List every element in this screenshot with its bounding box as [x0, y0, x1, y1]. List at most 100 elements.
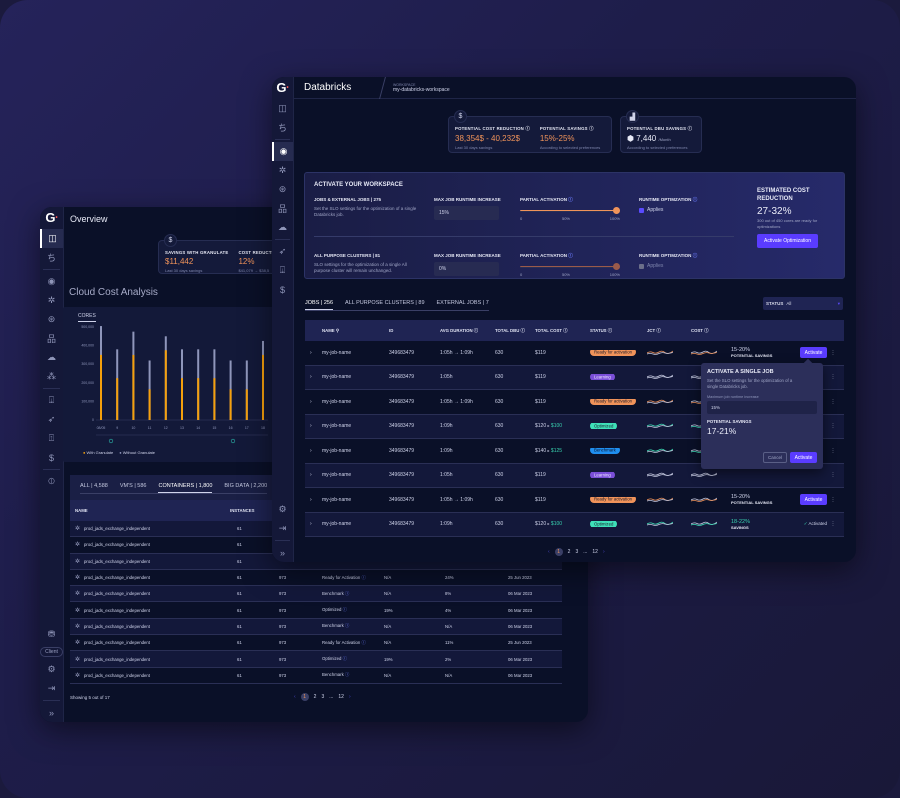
- table-row[interactable]: ✲ prod_jads_exchange_independent 61 973 …: [70, 668, 562, 684]
- upload-icon[interactable]: ⍐: [48, 433, 55, 443]
- cloud-icon[interactable]: ☁: [47, 352, 56, 362]
- kubernetes-icon[interactable]: ✲: [47, 295, 56, 305]
- tab-all-purpose-clusters[interactable]: ALL PURPOSE CLUSTERS | 89: [345, 300, 425, 306]
- page-button[interactable]: 2: [313, 694, 317, 700]
- dashboard-icon[interactable]: ◫: [40, 229, 63, 248]
- activate-button[interactable]: Activate: [800, 347, 827, 359]
- more-options-icon[interactable]: ⋮: [830, 447, 836, 454]
- kubernetes-icon[interactable]: ✲: [278, 165, 287, 175]
- breadcrumb[interactable]: WORKSPACE my-databricks-workspace: [393, 82, 450, 93]
- max-runtime-input[interactable]: 15%: [707, 401, 817, 414]
- dashboard-icon[interactable]: ◫: [278, 103, 287, 113]
- prev-page-icon[interactable]: ‹: [548, 549, 550, 555]
- cancel-button[interactable]: Cancel: [763, 452, 787, 463]
- tab-containers[interactable]: CONTAINERS | 1,800: [158, 483, 213, 493]
- settings-icon[interactable]: ⚙: [47, 664, 56, 674]
- more-options-icon[interactable]: ⋮: [830, 398, 836, 405]
- expand-row-icon[interactable]: ›: [310, 374, 312, 381]
- page-button[interactable]: 2: [567, 549, 571, 555]
- table-row[interactable]: ✲ prod_jads_exchange_independent 61 973 …: [70, 570, 562, 587]
- dollar-icon[interactable]: $: [279, 284, 285, 295]
- logout-icon[interactable]: ⇥: [278, 523, 287, 533]
- rocket-icon[interactable]: ➶: [47, 414, 56, 424]
- tab-jobs[interactable]: JOBS | 256: [305, 300, 334, 310]
- max-runtime-input[interactable]: 15%: [434, 206, 499, 220]
- hierarchy-icon[interactable]: 品: [46, 334, 56, 344]
- max-runtime-input[interactable]: 0%: [434, 262, 499, 276]
- kubernetes-icon: ✲: [75, 558, 81, 565]
- table-row[interactable]: ✲ prod_jads_exchange_independent 61 973 …: [70, 651, 562, 668]
- rocket-icon[interactable]: ➶: [278, 246, 287, 256]
- table-row[interactable]: › my-job-name 349683479 1:05h → 1:09h 63…: [305, 390, 844, 415]
- expand-icon[interactable]: »: [279, 547, 285, 558]
- tab-vms[interactable]: VM'S | 586: [119, 483, 147, 489]
- partial-activation-slider[interactable]: [520, 263, 620, 270]
- network-icon[interactable]: ⁂: [47, 371, 56, 381]
- applies-checkbox[interactable]: Applies: [639, 263, 697, 269]
- expand-row-icon[interactable]: ›: [310, 423, 312, 430]
- page-button[interactable]: 3: [321, 694, 325, 700]
- activate-optimization-button[interactable]: Activate Optimization: [757, 234, 818, 248]
- table-row[interactable]: ✲ prod_jads_exchange_independent 61 973 …: [70, 602, 562, 619]
- page-button[interactable]: 3: [575, 549, 579, 555]
- expand-row-icon[interactable]: ›: [310, 398, 312, 405]
- more-options-icon[interactable]: ⋮: [830, 349, 836, 356]
- applies-checkbox[interactable]: Applies: [639, 207, 697, 213]
- expand-row-icon[interactable]: ›: [310, 496, 312, 503]
- cluster-icon[interactable]: ⊛: [47, 314, 56, 324]
- more-options-icon[interactable]: ⋮: [830, 472, 836, 479]
- next-page-icon[interactable]: ›: [602, 549, 605, 555]
- status-filter[interactable]: STATUS All ▾: [763, 297, 843, 310]
- jobs-pagination: ‹ 1 2 3... 12 ›: [548, 548, 605, 556]
- tab-all[interactable]: ALL | 4,588: [80, 483, 108, 489]
- table-row[interactable]: › my-job-name 349683479 1:05h → 1:09h 63…: [305, 488, 844, 513]
- settings-icon[interactable]: ⚙: [278, 504, 287, 514]
- expand-icon[interactable]: »: [48, 707, 54, 718]
- recommendations-icon[interactable]: ち: [277, 123, 287, 133]
- expand-row-icon[interactable]: ›: [310, 472, 312, 479]
- prev-page-icon[interactable]: ‹: [294, 694, 296, 700]
- download-icon[interactable]: ⍗: [279, 265, 286, 275]
- hierarchy-icon[interactable]: 品: [277, 204, 287, 214]
- expand-row-icon[interactable]: ›: [310, 447, 312, 454]
- logout-icon[interactable]: ⇥: [47, 683, 56, 693]
- page-button[interactable]: 1: [300, 693, 309, 701]
- more-options-icon[interactable]: ⋮: [830, 496, 836, 503]
- recommendations-icon[interactable]: ち: [46, 253, 56, 263]
- granulate-logo[interactable]: G•: [45, 210, 58, 225]
- activate-workspace-panel: ACTIVATE YOUR WORKSPACE JOBS & EXTERNAL …: [304, 172, 845, 279]
- page-button[interactable]: ...: [583, 549, 588, 555]
- more-options-icon[interactable]: ⋮: [830, 423, 836, 430]
- expand-row-icon[interactable]: ›: [310, 349, 312, 356]
- partial-activation-slider[interactable]: [520, 207, 620, 214]
- databricks-icon[interactable]: ◉: [272, 142, 293, 161]
- org-icon[interactable]: ⛃: [47, 629, 56, 639]
- client-badge[interactable]: Client: [40, 647, 63, 657]
- table-row[interactable]: ✲ prod_jads_exchange_independent 61 973 …: [70, 586, 562, 603]
- tab-big-data[interactable]: BIG DATA | 2,200: [224, 483, 268, 489]
- databricks-icon[interactable]: ◉: [47, 276, 56, 286]
- page-button[interactable]: 12: [338, 694, 344, 700]
- info-icon[interactable]: ⦶: [48, 476, 55, 486]
- next-page-icon[interactable]: ›: [348, 694, 351, 700]
- table-row[interactable]: ✲ prod_jads_exchange_independent 61 973 …: [70, 618, 562, 636]
- more-options-icon[interactable]: ⋮: [830, 521, 836, 528]
- cluster-icon[interactable]: ⊛: [278, 184, 287, 194]
- table-row[interactable]: › my-job-name 349683479 1:05h → 1:09h 63…: [305, 341, 844, 366]
- table-row[interactable]: ✲ prod_jads_exchange_independent 61 973 …: [70, 635, 562, 652]
- chart-tab-cores[interactable]: CORES: [78, 313, 96, 322]
- more-options-icon[interactable]: ⋮: [830, 374, 836, 381]
- expand-row-icon[interactable]: ›: [310, 521, 312, 528]
- popup-activate-button[interactable]: Activate: [790, 452, 817, 463]
- tab-external-jobs[interactable]: EXTERNAL JOBS | 7: [436, 300, 489, 306]
- sparkline: [647, 350, 674, 355]
- granulate-logo[interactable]: G•: [276, 80, 289, 95]
- page-button[interactable]: 12: [592, 549, 598, 555]
- download-icon[interactable]: ⍗: [48, 395, 55, 405]
- cloud-icon[interactable]: ☁: [278, 222, 287, 232]
- page-button[interactable]: 1: [554, 548, 563, 556]
- table-row[interactable]: › my-job-name 349683479 1:09h 630 $120 ▸…: [305, 512, 844, 537]
- activate-button[interactable]: Activate: [800, 494, 827, 506]
- dollar-icon[interactable]: $: [48, 452, 54, 463]
- page-button[interactable]: ...: [329, 694, 334, 700]
